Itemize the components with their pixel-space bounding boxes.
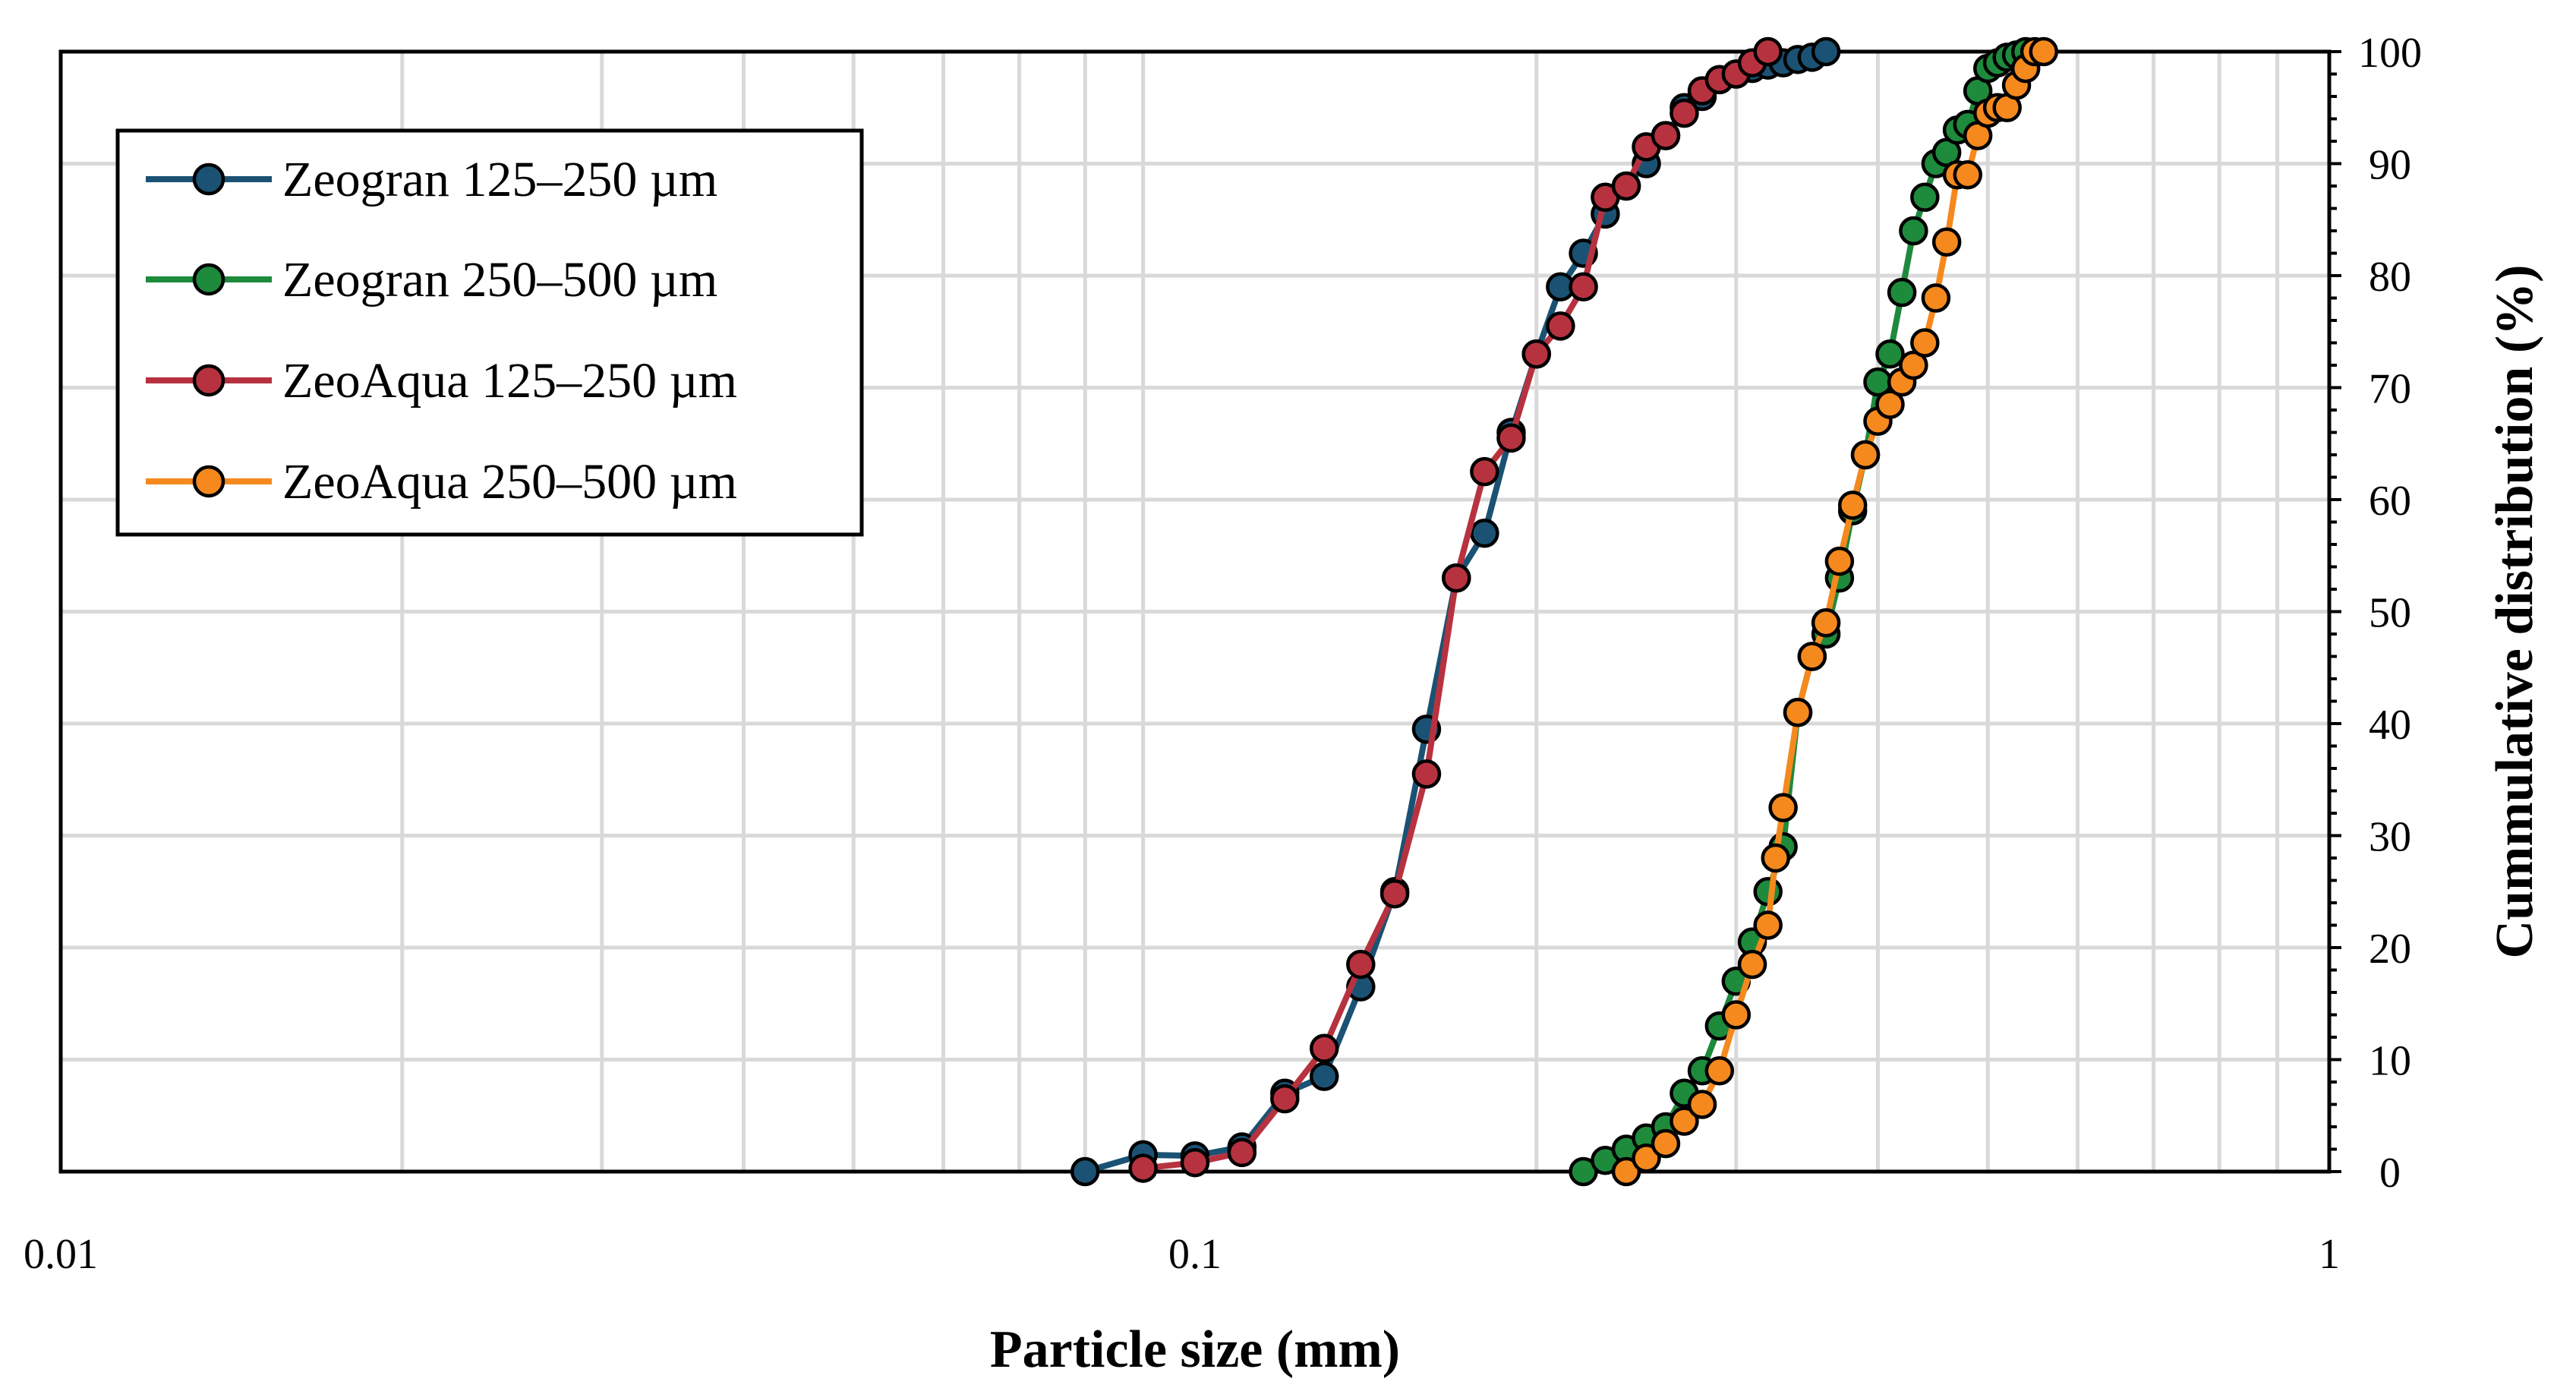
data-point <box>1737 949 1767 979</box>
legend-label: Zeogran 250–500 µm <box>282 252 717 308</box>
y-tick-label: 40 <box>2369 702 2411 749</box>
series-3 <box>1128 36 1783 1183</box>
data-point <box>1180 1147 1210 1178</box>
data-point <box>1309 1033 1339 1063</box>
data-point <box>1899 350 1928 380</box>
y-tick-label: 60 <box>2369 478 2411 525</box>
data-point <box>1753 910 1783 940</box>
data-point <box>1128 1153 1158 1183</box>
data-point <box>1470 456 1499 487</box>
data-point <box>1910 182 1940 212</box>
data-point <box>1651 1128 1681 1159</box>
y-tick-label: 30 <box>2369 814 2411 861</box>
data-point <box>1670 98 1699 128</box>
legend-label: ZeoAqua 250–500 µm <box>282 454 737 509</box>
data-point <box>1875 339 1905 369</box>
data-point <box>1546 311 1575 341</box>
x-tick-label: 0.01 <box>24 1231 98 1278</box>
data-point <box>1227 1137 1257 1168</box>
data-point <box>1921 283 1951 313</box>
data-point <box>1611 1156 1641 1187</box>
data-point <box>1953 160 1983 190</box>
data-point <box>1875 390 1905 419</box>
data-point <box>1687 1090 1717 1119</box>
y-axis-title: Cummulative distribution (%) <box>2486 265 2544 959</box>
axis-ticks: 0 10 20 30 40 50 60 70 80 90 100 0.01 0.1 1 <box>24 30 2422 1278</box>
y-tick-label: 10 <box>2369 1038 2411 1085</box>
data-point <box>1837 491 1868 520</box>
data-point <box>1070 1156 1100 1187</box>
data-point <box>1910 328 1940 358</box>
data-point <box>1442 563 1471 593</box>
data-point <box>1899 216 1928 246</box>
data-point <box>2029 36 2059 67</box>
data-point <box>1797 642 1827 671</box>
data-point <box>1887 277 1917 308</box>
data-point <box>1632 1144 1661 1173</box>
legend: Zeogran 125–250 µm Zeogran 250–500 µm ZeoA… <box>115 128 864 537</box>
data-point <box>1470 519 1499 548</box>
data-point <box>1496 423 1526 453</box>
data-point <box>1753 36 1783 67</box>
legend-label: ZeoAqua 125–250 µm <box>282 353 737 409</box>
data-point <box>1850 440 1881 470</box>
data-point <box>1521 339 1551 369</box>
legend-swatch-marker <box>192 263 225 296</box>
x-tick-label: 1 <box>2319 1231 2340 1278</box>
data-point <box>1611 171 1641 201</box>
x-tick-label: 0.1 <box>1168 1231 1222 1278</box>
data-point <box>1704 1056 1735 1086</box>
data-point <box>1379 879 1410 909</box>
data-point <box>1670 1106 1699 1136</box>
data-point <box>1346 949 1376 979</box>
data-point <box>1411 759 1442 789</box>
data-point <box>1309 1062 1339 1091</box>
grid <box>61 52 2329 1172</box>
legend-swatch-marker <box>192 364 225 397</box>
data-point <box>1931 227 1962 257</box>
data-point <box>1569 272 1598 301</box>
legend-swatch-marker <box>192 465 225 498</box>
y-tick-label: 80 <box>2369 254 2411 301</box>
legend-box <box>115 128 864 537</box>
y-tick-label: 50 <box>2369 590 2411 637</box>
y-tick-label: 0 <box>2379 1150 2401 1197</box>
x-axis-title: Particle size (mm) <box>990 1320 1400 1379</box>
data-point <box>1824 546 1855 576</box>
y-tick-label: 20 <box>2369 926 2411 973</box>
y-tick-label: 100 <box>2358 30 2422 77</box>
legend-swatch-marker <box>192 162 225 196</box>
data-point <box>1651 121 1681 150</box>
data-point <box>1768 793 1798 822</box>
data-point <box>1761 843 1791 873</box>
data-series <box>1070 36 2059 1187</box>
data-point <box>1811 36 1841 67</box>
series-4 <box>1611 36 2059 1187</box>
data-point <box>1270 1084 1300 1114</box>
y-tick-label: 70 <box>2369 366 2411 413</box>
data-point <box>1811 608 1841 638</box>
data-point <box>1721 1000 1751 1030</box>
legend-label: Zeogran 125–250 µm <box>282 152 717 207</box>
data-point <box>1783 698 1813 727</box>
y-tick-label: 90 <box>2369 142 2411 189</box>
